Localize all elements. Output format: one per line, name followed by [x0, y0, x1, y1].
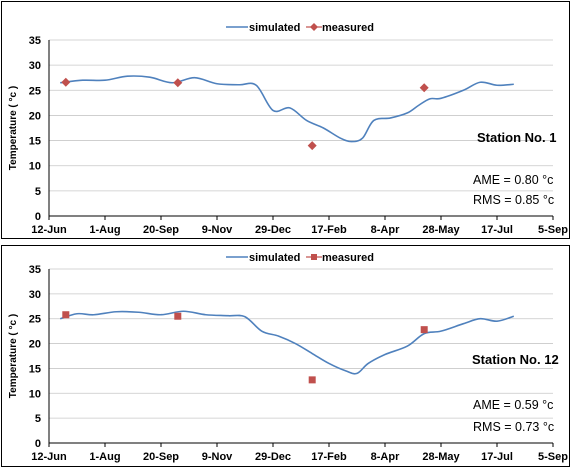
y-tick-label: 20 — [29, 110, 41, 122]
x-tick-label: 17-Feb — [311, 224, 347, 236]
legend-label-simulated: simulated — [249, 252, 300, 264]
y-tick-label: 25 — [29, 314, 41, 326]
legend-label-measured: measured — [322, 22, 374, 34]
y-tick-label: 5 — [35, 186, 41, 198]
x-tick-label: 29-Dec — [255, 224, 291, 236]
y-tick-label: 10 — [29, 161, 41, 173]
x-tick-label: 5-Sep — [538, 224, 568, 236]
y-tick-label: 30 — [29, 60, 41, 72]
data-point-measured — [174, 312, 182, 320]
x-tick-label: 8-Apr — [371, 451, 400, 463]
data-point-measured — [420, 326, 428, 334]
x-tick-label: 20-Sep — [143, 224, 179, 236]
data-point-measured — [419, 83, 429, 93]
legend-label-simulated: simulated — [249, 22, 300, 34]
x-tick-label: 29-Dec — [255, 451, 291, 463]
x-tick-label: 12-Jun — [31, 451, 67, 463]
chart-panel-station-12: 0 5 10 15 20 25 30 35 Temperature ( °c ) 12-Jun 1-… — [1, 245, 570, 467]
data-point-measured — [308, 376, 316, 384]
x-tick-label: 28-May — [422, 224, 460, 236]
ame-annotation: AME = 0.80 °c — [473, 173, 553, 187]
data-point-measured — [61, 77, 71, 87]
station-label: Station No. 1 — [477, 130, 556, 145]
x-tick-label: 1-Aug — [89, 451, 120, 463]
y-axis-label: Temperature ( °c ) — [8, 86, 19, 170]
y-tick-label: 35 — [29, 264, 41, 276]
y-tick-label: 35 — [29, 35, 41, 47]
y-tick-label: 15 — [29, 363, 41, 375]
x-tick-label: 9-Nov — [202, 224, 233, 236]
x-tick-label: 28-May — [422, 451, 460, 463]
y-axis-label: Temperature ( °c ) — [8, 314, 19, 398]
legend-swatch-measured — [311, 254, 317, 260]
y-tick-label: 25 — [29, 85, 41, 97]
y-tick-label: 15 — [29, 136, 41, 148]
x-tick-label: 20-Sep — [143, 451, 179, 463]
x-tick-label: 17-Feb — [311, 451, 347, 463]
x-tick-label: 17-Jul — [481, 451, 513, 463]
series-line-simulated — [59, 310, 515, 375]
series-line-simulated — [60, 75, 514, 143]
y-tick-label: 0 — [35, 211, 41, 223]
chart-panel-station-1: 0 5 10 15 20 25 30 35 Temperature ( °c ) 12-Jun 1-… — [1, 1, 570, 239]
y-tick-label: 30 — [29, 289, 41, 301]
chart-station-1: 0 5 10 15 20 25 30 35 Temperature ( °c ) 12-Jun 1-… — [8, 22, 568, 236]
data-point-measured — [173, 78, 183, 88]
y-tick-label: 10 — [29, 388, 41, 400]
x-tick-label: 1-Aug — [89, 224, 120, 236]
legend-label-measured: measured — [322, 252, 374, 264]
x-tick-label: 9-Nov — [202, 451, 233, 463]
station-label: Station No. 12 — [472, 352, 559, 367]
y-tick-label: 20 — [29, 339, 41, 351]
ame-annotation: AME = 0.59 °c — [473, 398, 553, 412]
x-tick-label: 5-Sep — [538, 451, 568, 463]
legend-swatch-measured — [310, 23, 318, 31]
data-point-measured — [62, 311, 70, 319]
x-tick-label: 17-Jul — [481, 224, 513, 236]
y-tick-label: 0 — [35, 438, 41, 450]
data-point-measured — [307, 141, 317, 151]
x-tick-label: 12-Jun — [31, 224, 67, 236]
rms-annotation: RMS = 0.85 °c — [473, 193, 554, 207]
chart-station-12: 0 5 10 15 20 25 30 35 Temperature ( °c ) 12-Jun 1-… — [8, 252, 568, 463]
rms-annotation: RMS = 0.73 °c — [473, 420, 554, 434]
y-tick-label: 5 — [35, 413, 41, 425]
x-tick-label: 8-Apr — [371, 224, 400, 236]
